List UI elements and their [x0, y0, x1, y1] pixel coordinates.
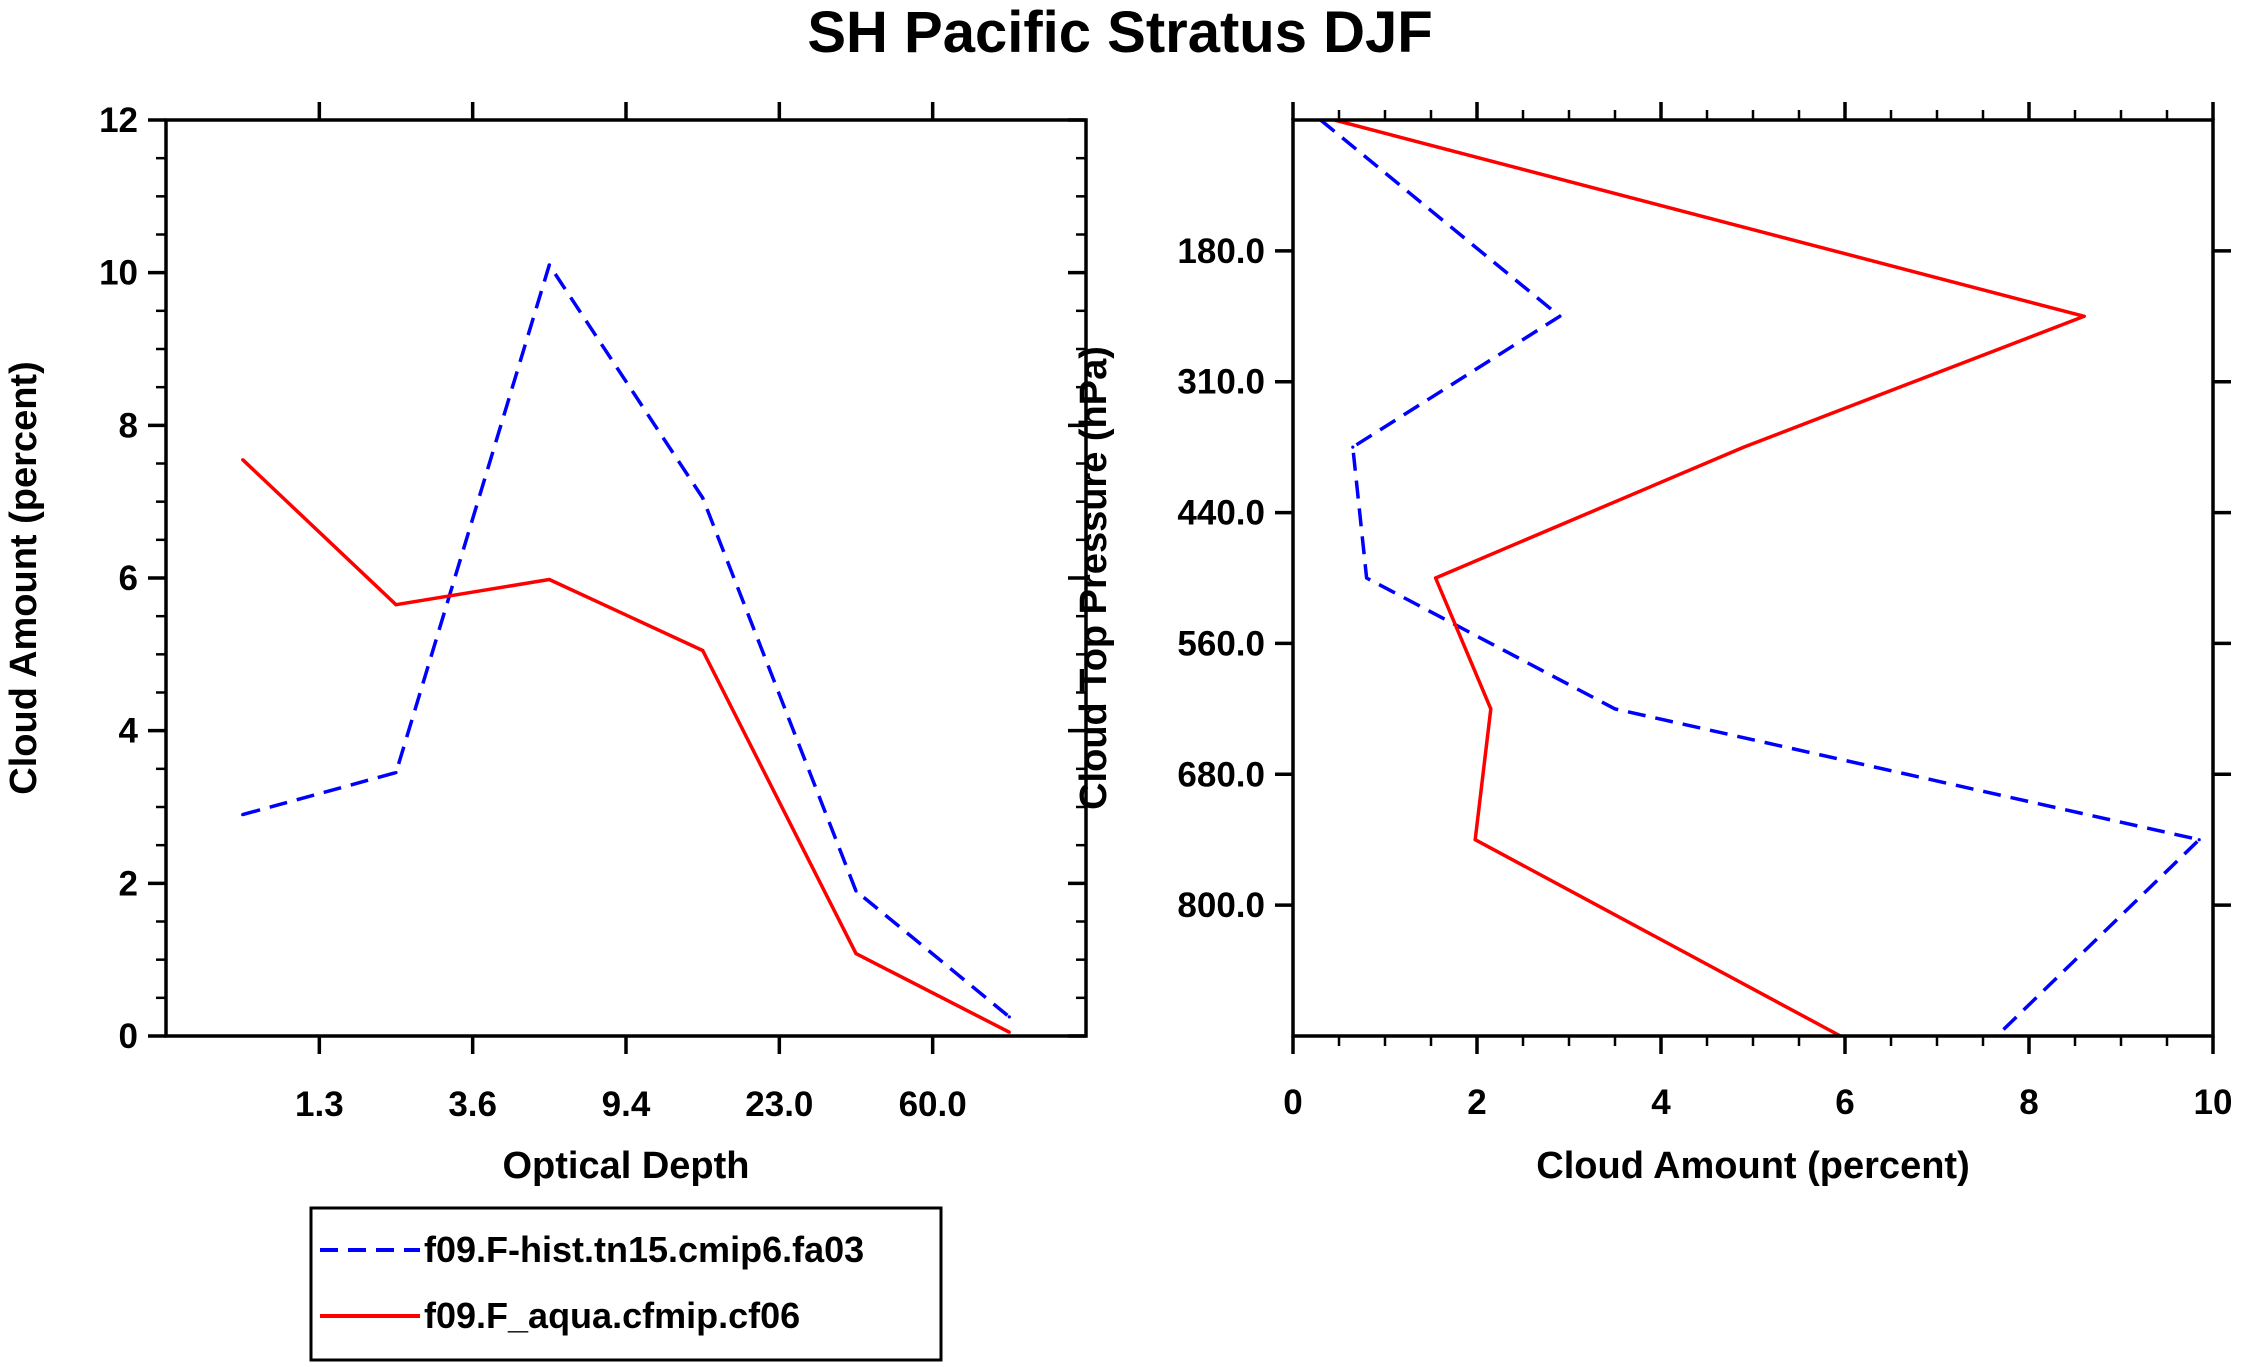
left-y-tick-label: 10: [99, 254, 138, 293]
left-series-1-point: [241, 813, 245, 817]
left-y-tick-label: 8: [119, 406, 138, 445]
left-series-line-2: [241, 458, 1011, 1034]
left-plot-frame: [164, 118, 1088, 1038]
right-x-tick-label: 2: [1467, 1083, 1486, 1122]
right-x-tick-label: 4: [1651, 1083, 1671, 1122]
left-series-2-point: [1007, 1030, 1011, 1034]
left-ticks: [148, 102, 1086, 1054]
right-x-tick-label: 8: [2019, 1083, 2038, 1122]
legend-label-series-1: f09.F-hist.tn15.cmip6.fa03: [424, 1229, 864, 1270]
right-y-tick-label: 440.0: [1177, 494, 1265, 533]
left-y-axis-label: Cloud Amount (percent): [3, 361, 45, 794]
left-series-1-point: [854, 889, 858, 893]
left-series-2-point: [241, 458, 245, 462]
left-series-1-point: [547, 263, 551, 267]
right-series-2-point: [2082, 314, 2086, 318]
right-y-tick-label: 800.0: [1177, 886, 1265, 925]
chart-title: SH Pacific Stratus DJF: [807, 0, 1432, 65]
right-series-group: [1319, 118, 2201, 1038]
left-x-tick-label: 23.0: [745, 1085, 813, 1124]
left-series-2-point: [394, 603, 398, 607]
right-series-line-2: [1333, 118, 2086, 1038]
left-tick-labels: 0 2 4 6 8 10 12 1.3 3.6 9.4 23.0 60.0: [99, 101, 967, 1124]
right-series-2-point: [1434, 576, 1438, 580]
right-series-2-point: [1489, 707, 1493, 711]
right-series-1-point: [1351, 445, 1355, 449]
left-series-1-point: [1007, 1015, 1011, 1019]
left-chart: 0 2 4 6 8 10 12 1.3 3.6 9.4 23.0 60.0 Optical Depth…: [3, 101, 1088, 1187]
right-series-1-point: [1558, 314, 1562, 318]
right-series-2-point: [1473, 838, 1477, 842]
right-y-axis-label: Cloud Top Pressure (hPa): [1073, 346, 1115, 810]
left-y-tick-label: 12: [99, 101, 138, 140]
right-tick-labels: 0 2 4 6 8 10 180.0 310.0 440.0 560.0 680.0 800.0: [1177, 232, 2232, 1122]
left-y-tick-label: 4: [119, 712, 139, 751]
right-y-tick-label: 560.0: [1177, 624, 1265, 663]
left-y-tick-label: 6: [119, 559, 138, 598]
left-series-1-point: [701, 496, 705, 500]
left-x-tick-label: 60.0: [899, 1085, 967, 1124]
left-x-tick-label: 9.4: [602, 1085, 651, 1124]
right-series-1-point: [1365, 576, 1369, 580]
left-series-group: [241, 263, 1011, 1034]
right-x-tick-label: 0: [1283, 1083, 1302, 1122]
legend: f09.F-hist.tn15.cmip6.fa03 f09.F_aqua.cf…: [309, 1206, 943, 1362]
left-series-1-point: [394, 771, 398, 775]
right-x-tick-label: 6: [1835, 1083, 1854, 1122]
left-series-2-point: [854, 952, 858, 956]
right-x-axis-label: Cloud Amount (percent): [1536, 1145, 1969, 1187]
left-y-tick-label: 2: [119, 864, 138, 903]
right-series-1-point: [1613, 707, 1617, 711]
left-series-2-point: [547, 577, 551, 582]
right-y-tick-label: 310.0: [1177, 363, 1265, 402]
right-plot-frame: [1291, 118, 2215, 1038]
right-y-tick-label: 180.0: [1177, 232, 1265, 271]
legend-box: [309, 1206, 943, 1362]
left-x-tick-label: 1.3: [295, 1085, 344, 1124]
left-series-line-1: [242, 263, 1011, 1019]
right-series-1-point: [2197, 838, 2201, 842]
right-ticks: [1275, 102, 2231, 1054]
legend-label-series-2: f09.F_aqua.cfmip.cf06: [424, 1295, 800, 1336]
right-chart: 0 2 4 6 8 10 180.0 310.0 440.0 560.0 680.0 800.0 Cl…: [1073, 102, 2232, 1187]
right-series-line-1: [1319, 118, 2201, 1038]
right-series-2-point: [1742, 445, 1746, 449]
right-y-tick-label: 680.0: [1177, 755, 1265, 794]
left-y-tick-label: 0: [119, 1017, 138, 1056]
right-x-tick-label: 10: [2194, 1083, 2233, 1122]
left-x-tick-label: 3.6: [448, 1085, 497, 1124]
left-x-axis-label: Optical Depth: [502, 1145, 749, 1187]
left-series-2-point: [701, 648, 705, 653]
